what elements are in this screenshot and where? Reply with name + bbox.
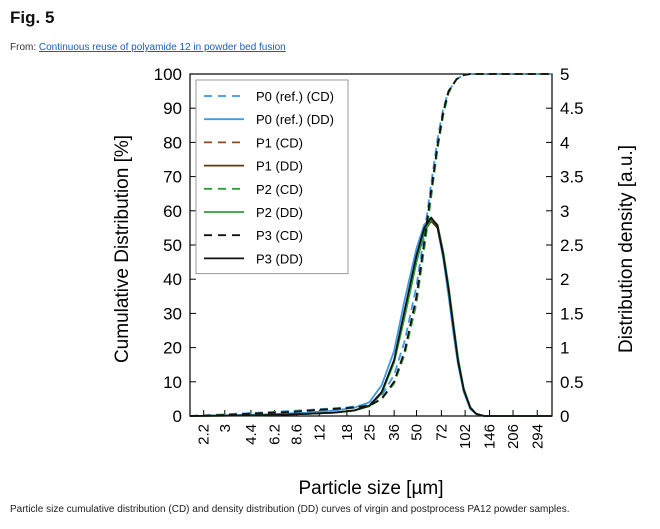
y-tick-label: 20 — [163, 339, 182, 358]
y2-tick-label: 2.5 — [560, 236, 584, 255]
y-tick-label: 100 — [154, 65, 182, 84]
y2-tick-label: 3 — [560, 202, 569, 221]
series-line-p3-dd — [189, 216, 552, 417]
x-tick-label: 8.6 — [289, 424, 306, 445]
figure-caption: Particle size cumulative distribution (C… — [10, 504, 570, 515]
x-tick-label: 206 — [505, 424, 522, 449]
y-tick-label: 30 — [163, 304, 182, 323]
x-tick-label: 6.2 — [266, 424, 283, 445]
x-tick-label: 146 — [482, 424, 499, 449]
legend-entry: P1 (CD) — [256, 135, 303, 150]
y2-tick-label: 4 — [560, 133, 569, 152]
x-tick-label: 2.2 — [196, 424, 213, 445]
legend-entry: P2 (DD) — [256, 205, 303, 220]
x-axis-label: Particle size [µm] — [298, 478, 443, 499]
series-line-p3-cd — [189, 73, 552, 417]
x-tick-label: 36 — [386, 424, 403, 441]
source-article-link[interactable]: Continuous reuse of polyamide 12 in powd… — [38, 42, 286, 53]
plot-area: 0 10 20 30 40 50 60 70 80 90 100 0 0.5 1 1.5 2 2.5 3 3.5 4 4… — [112, 65, 637, 499]
y2-tick-label: 4.5 — [560, 99, 584, 118]
legend-box — [195, 79, 349, 275]
legend-entry: P0 (ref.) (CD) — [256, 89, 334, 104]
figure-label: Fig. 5 — [10, 8, 55, 27]
x-tick-label: 3 — [217, 424, 234, 432]
legend-entry: P0 (ref.) (DD) — [256, 112, 334, 127]
figure-source: From: Continuous reuse of polyamide 12 i… — [10, 42, 286, 53]
y2-tick-label: 1 — [560, 339, 569, 358]
y-tick-label: 40 — [163, 270, 182, 289]
y-tick-label: 0 — [173, 407, 182, 426]
y2-axis-label: Distribution density [a.u.] — [616, 145, 637, 353]
y-tick-label: 10 — [163, 373, 182, 392]
y-tick-label: 80 — [163, 133, 182, 152]
x-tick-label: 72 — [433, 424, 450, 441]
x-tick-label: 25 — [361, 424, 378, 441]
x-tick-label: 50 — [409, 424, 426, 441]
source-prefix: From: — [10, 42, 37, 53]
particle-size-chart: 0 10 20 30 40 50 60 70 80 90 100 0 0.5 1 1.5 2 2.5 3 3.5 4 4… — [112, 65, 637, 499]
x-tick-label: 4.4 — [243, 424, 260, 445]
legend-entry: P1 (DD) — [256, 159, 303, 174]
legend-entry: P3 (CD) — [256, 228, 303, 243]
y2-tick-label: 2 — [560, 270, 569, 289]
y-tick-label: 50 — [163, 236, 182, 255]
y2-tick-label: 0.5 — [560, 373, 584, 392]
y-tick-label: 70 — [163, 168, 182, 187]
y-tick-label: 90 — [163, 99, 182, 118]
legend-entry: P3 (DD) — [256, 251, 303, 266]
y2-tick-label: 0 — [560, 407, 569, 426]
y-tick-label: 60 — [163, 202, 182, 221]
legend-entry: P2 (CD) — [256, 182, 303, 197]
x-tick-label: 102 — [457, 424, 474, 449]
x-tick-label: 294 — [529, 424, 546, 449]
y2-tick-label: 1.5 — [560, 304, 584, 323]
y2-tick-label: 5 — [560, 65, 569, 84]
x-tick-label: 12 — [311, 424, 328, 441]
y2-tick-label: 3.5 — [560, 168, 584, 187]
y-axis-label: Cumulative Distribution [%] — [112, 135, 133, 363]
x-tick-label: 18 — [339, 424, 356, 441]
